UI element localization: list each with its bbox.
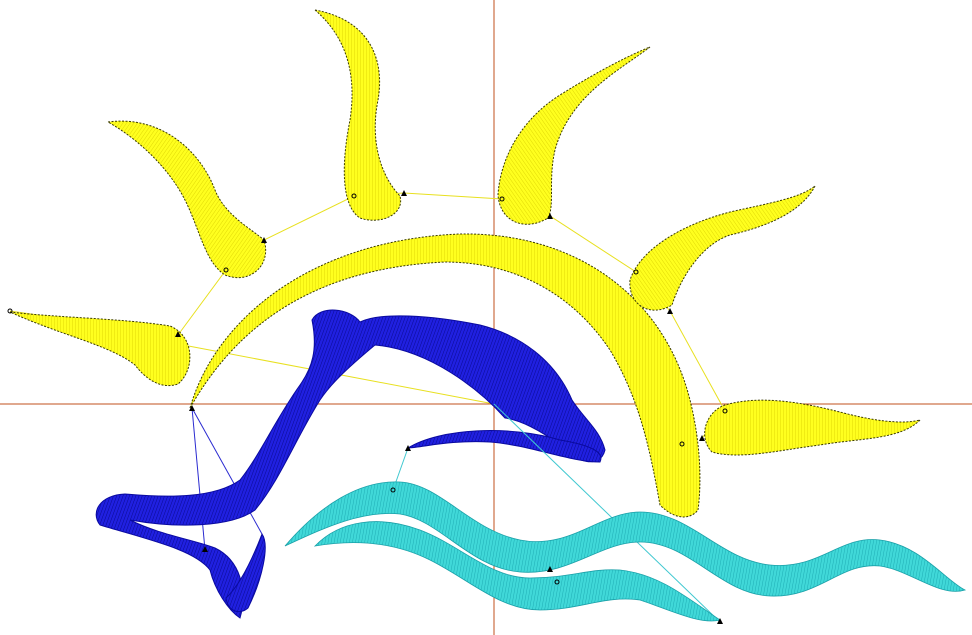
marker-circle bbox=[7, 308, 13, 314]
sun-ray-upper-left[interactable] bbox=[106, 120, 267, 279]
dolphin-connector-2 bbox=[191, 407, 206, 551]
marker-triangle bbox=[547, 213, 553, 219]
marker-circle bbox=[633, 269, 639, 275]
marker-circle bbox=[554, 579, 560, 585]
sun-ray-lower-right[interactable] bbox=[704, 399, 922, 456]
sun-connector-path bbox=[9, 192, 726, 439]
dolphin-lower-line[interactable] bbox=[407, 430, 602, 463]
dolphin-body[interactable] bbox=[95, 309, 606, 619]
marker-triangle bbox=[189, 405, 195, 411]
marker-circle bbox=[390, 487, 396, 493]
wave-connector-1 bbox=[493, 403, 721, 623]
marker-circle bbox=[722, 408, 728, 414]
marker-triangle bbox=[261, 237, 267, 243]
stitch-markers bbox=[7, 190, 728, 624]
marker-circle bbox=[499, 196, 505, 202]
sun-ray-top-left[interactable] bbox=[313, 9, 402, 221]
marker-triangle bbox=[667, 308, 673, 314]
marker-triangle bbox=[547, 566, 553, 572]
marker-circle bbox=[679, 441, 685, 447]
marker-triangle bbox=[699, 435, 705, 441]
sun-ray-top-right[interactable] bbox=[497, 46, 651, 225]
wave-upper[interactable] bbox=[284, 481, 967, 597]
sun-ray-right[interactable] bbox=[629, 185, 816, 311]
marker-triangle bbox=[202, 546, 208, 552]
marker-triangle bbox=[405, 445, 411, 451]
marker-triangle bbox=[175, 331, 181, 337]
sun-arc[interactable] bbox=[189, 233, 701, 518]
dolphin[interactable] bbox=[95, 309, 606, 619]
marker-circle bbox=[351, 193, 357, 199]
dolphin-fin[interactable] bbox=[225, 532, 266, 613]
marker-triangle bbox=[401, 190, 407, 196]
marker-circle bbox=[223, 267, 229, 273]
marker-triangle bbox=[717, 618, 723, 624]
sun-ray-left[interactable] bbox=[9, 311, 191, 386]
